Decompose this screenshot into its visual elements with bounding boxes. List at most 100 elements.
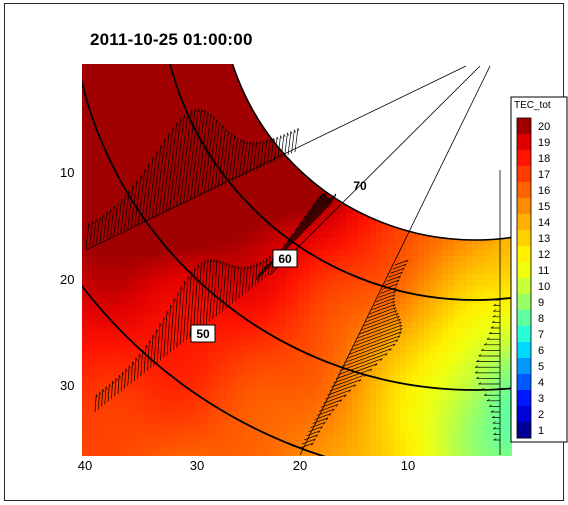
contour-cell [148,382,155,389]
contour-cell [100,400,107,407]
contour-cell [430,376,437,383]
contour-cell [448,406,455,413]
contour-cell [112,178,119,185]
contour-cell [334,130,341,137]
contour-cell [232,142,239,149]
vector-arrow [205,259,212,325]
contour-cell [238,430,245,437]
contour-cell [490,214,497,221]
contour-cell [376,238,383,245]
contour-cell [262,358,269,365]
contour-cell [334,94,341,101]
contour-cell [268,178,275,185]
contour-cell [406,388,413,395]
contour-cell [328,160,335,167]
vector-arrowhead [207,259,210,263]
contour-cell [352,334,359,341]
vector-arrowhead [117,202,120,206]
contour-cell [112,376,119,383]
contour-cell [208,196,215,203]
contour-cell [454,388,461,395]
contour-cell [466,358,473,365]
contour-cell [112,232,119,239]
contour-cell [262,448,269,455]
contour-cell [346,346,353,353]
contour-cell [418,316,425,323]
contour-cell [130,64,137,71]
contour-cell [436,160,443,167]
contour-cell [322,154,329,161]
contour-cell [436,142,443,149]
contour-cell [112,250,119,257]
contour-cell [508,364,512,371]
contour-cell [406,274,413,281]
contour-cell [208,376,215,383]
contour-cell [166,196,173,203]
contour-cell [322,88,329,95]
contour-cell [130,436,137,443]
contour-cell [100,250,107,257]
contour-cell [418,208,425,215]
contour-cell [298,430,305,437]
contour-cell [226,208,233,215]
contour-cell [256,94,263,101]
contour-cell [490,394,497,401]
contour-cell [154,364,161,371]
contour-cell [346,214,353,221]
contour-cell [490,220,497,227]
contour-cell [178,382,185,389]
contour-cell [382,154,389,161]
contour-cell [412,250,419,257]
contour-cell [436,70,443,77]
contour-cell [94,400,101,407]
vector-arrowhead [231,264,234,268]
contour-cell [154,286,161,293]
contour-cell [424,430,431,437]
contour-cell [298,442,305,449]
vector-arrowhead [256,141,259,145]
contour-cell [82,388,89,395]
contour-cell [418,238,425,245]
contour-cell [322,328,329,335]
contour-cell [106,280,113,287]
contour-cell [436,292,443,299]
contour-cell [454,94,461,101]
contour-cell [124,370,131,377]
contour-cell [340,238,347,245]
contour-cell [238,280,245,287]
contour-cell [442,286,449,293]
contour-cell [274,442,281,449]
contour-cell [478,442,485,449]
contour-cell [100,256,107,263]
contour-cell [268,214,275,221]
contour-cell [484,178,491,185]
contour-cell [304,70,311,77]
contour-cell [172,64,179,71]
contour-cell [220,382,227,389]
contour-cell [418,76,425,83]
contour-cell [130,214,137,221]
contour-cell [448,418,455,425]
contour-cell [256,244,263,251]
contour-cell [100,196,107,203]
contour-cell [238,406,245,413]
contour-cell [442,382,449,389]
contour-cell [502,334,509,341]
contour-cell [394,142,401,149]
contour-cell [142,382,149,389]
contour-cell [286,196,293,203]
contour-cell [406,316,413,323]
contour-cell [88,364,95,371]
contour-cell [376,226,383,233]
contour-cell [262,340,269,347]
contour-cell [334,358,341,365]
contour-cell [94,226,101,233]
vector-arrowhead [225,262,228,266]
contour-cell [406,238,413,245]
contour-cell [262,70,269,77]
contour-cell [124,262,131,269]
contour-cell [352,406,359,413]
contour-cell [136,100,143,107]
contour-cell [412,100,419,107]
contour-cell [316,370,323,377]
